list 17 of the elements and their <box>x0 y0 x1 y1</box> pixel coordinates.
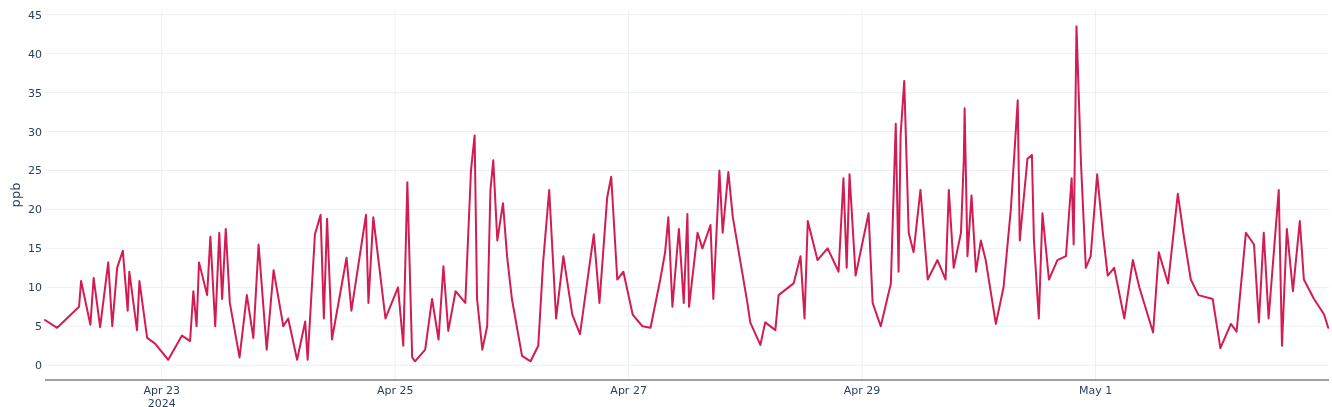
y-tick-label: 15 <box>28 242 42 256</box>
y-tick-label: 20 <box>28 203 42 217</box>
y-tick-label: 25 <box>28 164 42 178</box>
line-series <box>44 25 1330 363</box>
x-tick-label: Apr 29 <box>843 384 881 397</box>
y-tick-label: 35 <box>28 86 42 100</box>
x-tick-label: May 1 <box>1078 384 1113 397</box>
y-tick-label: 0 <box>35 359 42 373</box>
y-tick-label: 10 <box>28 281 42 295</box>
y-tick-label: 40 <box>28 47 42 61</box>
y-tick-label: 45 <box>28 8 42 22</box>
x-tick-label: Apr 25 <box>376 384 414 397</box>
x-tick-label: Apr 27 <box>610 384 647 397</box>
y-tick-label: 5 <box>35 320 42 334</box>
y-tick-label: 30 <box>28 125 42 139</box>
y-axis-title: ppb <box>8 182 23 208</box>
x-tick-label: Apr 23 2024 <box>143 384 180 407</box>
